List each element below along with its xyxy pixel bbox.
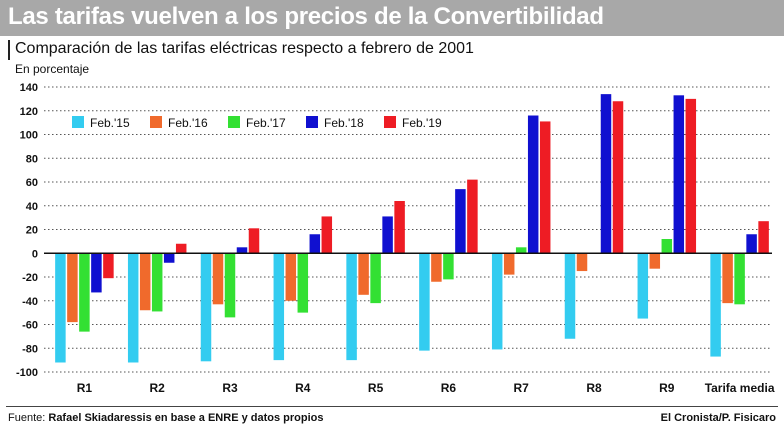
page-title: Las tarifas vuelven a los precios de la … xyxy=(8,3,604,30)
bar xyxy=(200,253,212,362)
bar xyxy=(321,216,333,254)
bar xyxy=(248,228,260,254)
x-tick-label: R4 xyxy=(295,381,311,395)
bar xyxy=(467,179,478,254)
bar xyxy=(346,253,357,361)
y-tick-label: -100 xyxy=(16,367,38,379)
y-tick-label: 100 xyxy=(20,130,38,142)
bar xyxy=(746,234,757,254)
bar xyxy=(527,115,539,254)
bar xyxy=(382,216,393,254)
legend-swatch xyxy=(150,116,162,128)
y-tick-label: -60 xyxy=(22,320,38,332)
bar xyxy=(758,221,769,254)
bar xyxy=(175,243,187,254)
y-tick-label: -80 xyxy=(22,343,38,355)
chart-unit-label: En porcentaje xyxy=(15,62,90,76)
x-tick-label: R2 xyxy=(150,381,166,395)
bar xyxy=(79,253,90,332)
legend-swatch xyxy=(72,116,84,128)
bar xyxy=(503,253,515,275)
x-tick-label: R7 xyxy=(514,381,530,395)
bar xyxy=(576,253,588,272)
bar xyxy=(685,98,697,254)
y-tick-label: 80 xyxy=(26,153,38,165)
legend-label: Feb.'16 xyxy=(168,116,208,130)
bar xyxy=(491,253,503,350)
bar xyxy=(285,253,297,301)
subtitle-rule xyxy=(8,40,10,60)
bar xyxy=(539,121,551,254)
legend-label: Feb.'19 xyxy=(402,116,442,130)
bar xyxy=(661,239,673,254)
x-tick-label: R5 xyxy=(368,381,384,395)
bar xyxy=(151,253,163,312)
y-tick-label: 0 xyxy=(32,248,38,260)
source-text: Rafael Skiadaressis en base a ENRE y dat… xyxy=(48,412,324,424)
legend-label: Feb.'17 xyxy=(246,116,286,130)
title-bar: Las tarifas vuelven a los precios de la … xyxy=(0,0,784,36)
x-tick-label: R1 xyxy=(77,381,93,395)
bar xyxy=(224,253,236,318)
bar xyxy=(722,253,733,304)
source-note: Fuente: Rafael Skiadaressis en base a EN… xyxy=(8,412,324,424)
bar xyxy=(297,253,309,313)
bar xyxy=(419,253,430,351)
y-tick-label: 60 xyxy=(26,177,38,189)
legend-swatch xyxy=(306,116,318,128)
x-tick-label: R8 xyxy=(586,381,602,395)
legend-label: Feb.'15 xyxy=(90,116,130,130)
bar xyxy=(358,253,369,295)
bar xyxy=(91,253,102,293)
bar xyxy=(515,247,527,254)
bar xyxy=(431,253,442,282)
bar xyxy=(673,95,685,254)
bar xyxy=(55,253,66,363)
bar xyxy=(600,94,612,254)
bar xyxy=(273,253,285,361)
bar xyxy=(370,253,381,304)
bar xyxy=(236,247,248,254)
bar xyxy=(455,189,466,254)
legend-label: Feb.'18 xyxy=(324,116,364,130)
x-tick-label: R9 xyxy=(659,381,675,395)
legend-swatch xyxy=(384,116,396,128)
y-tick-label: 140 xyxy=(20,82,38,94)
bar xyxy=(710,253,721,357)
bar xyxy=(212,253,224,305)
bar xyxy=(637,253,649,319)
x-tick-label: R3 xyxy=(222,381,238,395)
bar xyxy=(103,253,114,279)
source-prefix: Fuente: xyxy=(8,412,46,424)
bar xyxy=(67,253,78,323)
bar xyxy=(443,253,454,280)
y-tick-label: 40 xyxy=(26,201,38,213)
bar xyxy=(734,253,745,305)
bar xyxy=(139,253,151,311)
chart-title: Comparación de las tarifas eléctricas re… xyxy=(15,40,474,57)
legend-swatch xyxy=(228,116,240,128)
bar xyxy=(309,234,321,254)
y-tick-label: 120 xyxy=(20,106,38,118)
bar-chart: -100 -80 -60 -40 -20 0 20 40 60 80 100 120 140 R1 R2 R3… xyxy=(16,82,775,395)
y-tick-label: -20 xyxy=(22,272,38,284)
y-tick-label: -40 xyxy=(22,296,38,308)
bar xyxy=(564,253,576,339)
credit-note: El Cronista/P. Fisicaro xyxy=(660,412,776,424)
footer-divider xyxy=(6,406,778,407)
x-tick-label: Tarifa media xyxy=(705,381,775,395)
y-tick-label: 20 xyxy=(26,225,38,237)
bar xyxy=(127,253,139,363)
bar xyxy=(649,253,661,269)
x-tick-label: R6 xyxy=(441,381,457,395)
bar xyxy=(163,253,175,263)
bar xyxy=(612,101,624,254)
bar xyxy=(394,201,405,254)
